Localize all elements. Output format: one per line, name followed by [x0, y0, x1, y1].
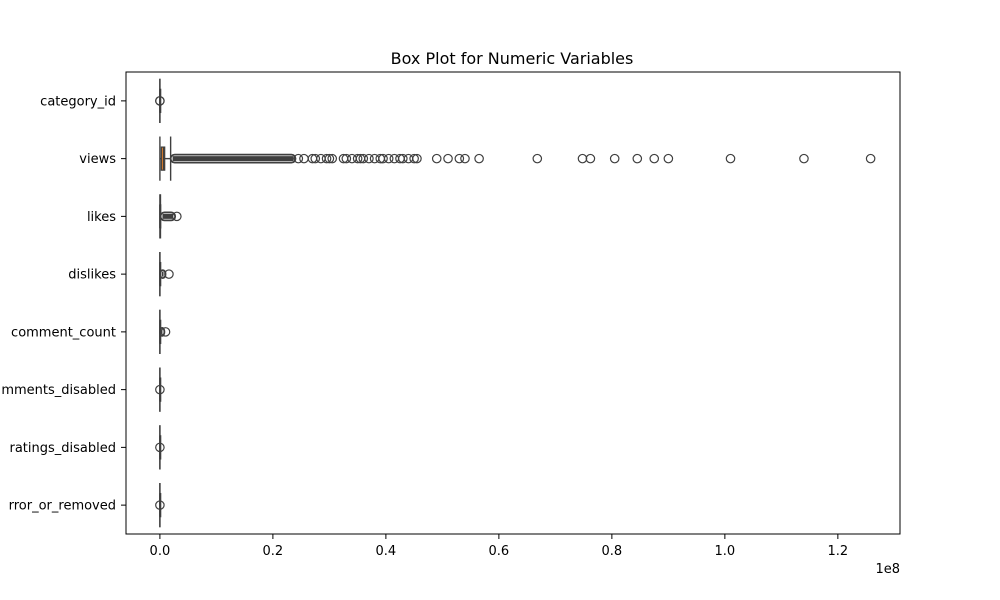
box-comments_disabled [155, 367, 165, 412]
outlier-point [160, 327, 171, 337]
outlier-point [155, 442, 165, 453]
x-tick-label: 0.4 [376, 544, 397, 559]
outlier-point [327, 153, 338, 164]
outlier-point [412, 153, 422, 164]
outlier-point [632, 153, 643, 164]
box-likes [159, 194, 182, 239]
box-comment_count [158, 309, 171, 354]
y-category-label: category_id [40, 94, 116, 109]
box-video_error_or_removed [155, 483, 165, 528]
outlier-point [454, 153, 465, 164]
y-category-label: views [79, 152, 116, 167]
outlier-point [409, 153, 419, 164]
outlier-point [865, 153, 876, 164]
box-category_id [155, 78, 165, 123]
plot-area-frame [125, 71, 901, 535]
outlier-point [299, 153, 309, 164]
box-series [155, 78, 876, 528]
y-category-label: ratings_disabled [9, 441, 116, 456]
chart-title: Box Plot for Numeric Variables [391, 49, 634, 68]
outlier-band [158, 269, 167, 280]
box-dislikes [158, 252, 174, 297]
outlier-point [172, 211, 182, 222]
outlier-point [321, 153, 332, 164]
outlier-band [169, 153, 297, 164]
y-category-label: dislikes [68, 268, 116, 283]
outlier-point [341, 153, 352, 164]
x-tick-label: 0.6 [489, 544, 510, 559]
outlier-point [460, 153, 470, 164]
x-tick-label: 0.8 [602, 544, 623, 559]
outlier-point [155, 500, 165, 510]
outlier-point [164, 269, 174, 279]
outlier-point [398, 153, 408, 164]
y-category-label: mments_disabled [1, 383, 116, 398]
outlier-point [358, 153, 369, 164]
y-category-label: rror_or_removed [9, 499, 116, 514]
outlier-band [158, 326, 166, 337]
outlier-point [799, 153, 809, 164]
box-ratings_disabled [155, 425, 165, 470]
outlier-point [725, 153, 736, 164]
x-axis: 0.0 0.2 0.4 0.6 0.8 1.0 1.2 [150, 534, 849, 559]
x-tick-label: 0.0 [150, 544, 171, 559]
outlier-point [431, 153, 442, 164]
outlier-band [159, 211, 177, 222]
outlier-point [352, 153, 363, 164]
y-category-label: likes [87, 210, 116, 225]
outlier-point [310, 153, 321, 164]
x-tick-label: 1.2 [828, 544, 849, 559]
outlier-point [324, 153, 335, 164]
outlier-point [155, 96, 165, 106]
box-views [159, 136, 876, 181]
outlier-point [577, 153, 588, 164]
x-tick-label: 0.2 [263, 544, 284, 559]
outlier-point [293, 153, 304, 164]
outlier-point [383, 153, 394, 164]
outlier-point [585, 153, 596, 164]
outlier-point [532, 153, 543, 164]
outlier-point [649, 153, 660, 164]
y-category-label: comment_count [11, 325, 116, 340]
outlier-point [364, 153, 374, 164]
outlier-point [378, 153, 388, 164]
x-tick-label: 1.0 [715, 544, 736, 559]
x-axis-offset-label: 1e8 [875, 562, 900, 577]
outlier-point [609, 153, 620, 164]
outlier-point [663, 153, 674, 164]
outlier-point [443, 153, 453, 164]
outlier-point [474, 153, 484, 164]
outlier-point [155, 384, 165, 395]
